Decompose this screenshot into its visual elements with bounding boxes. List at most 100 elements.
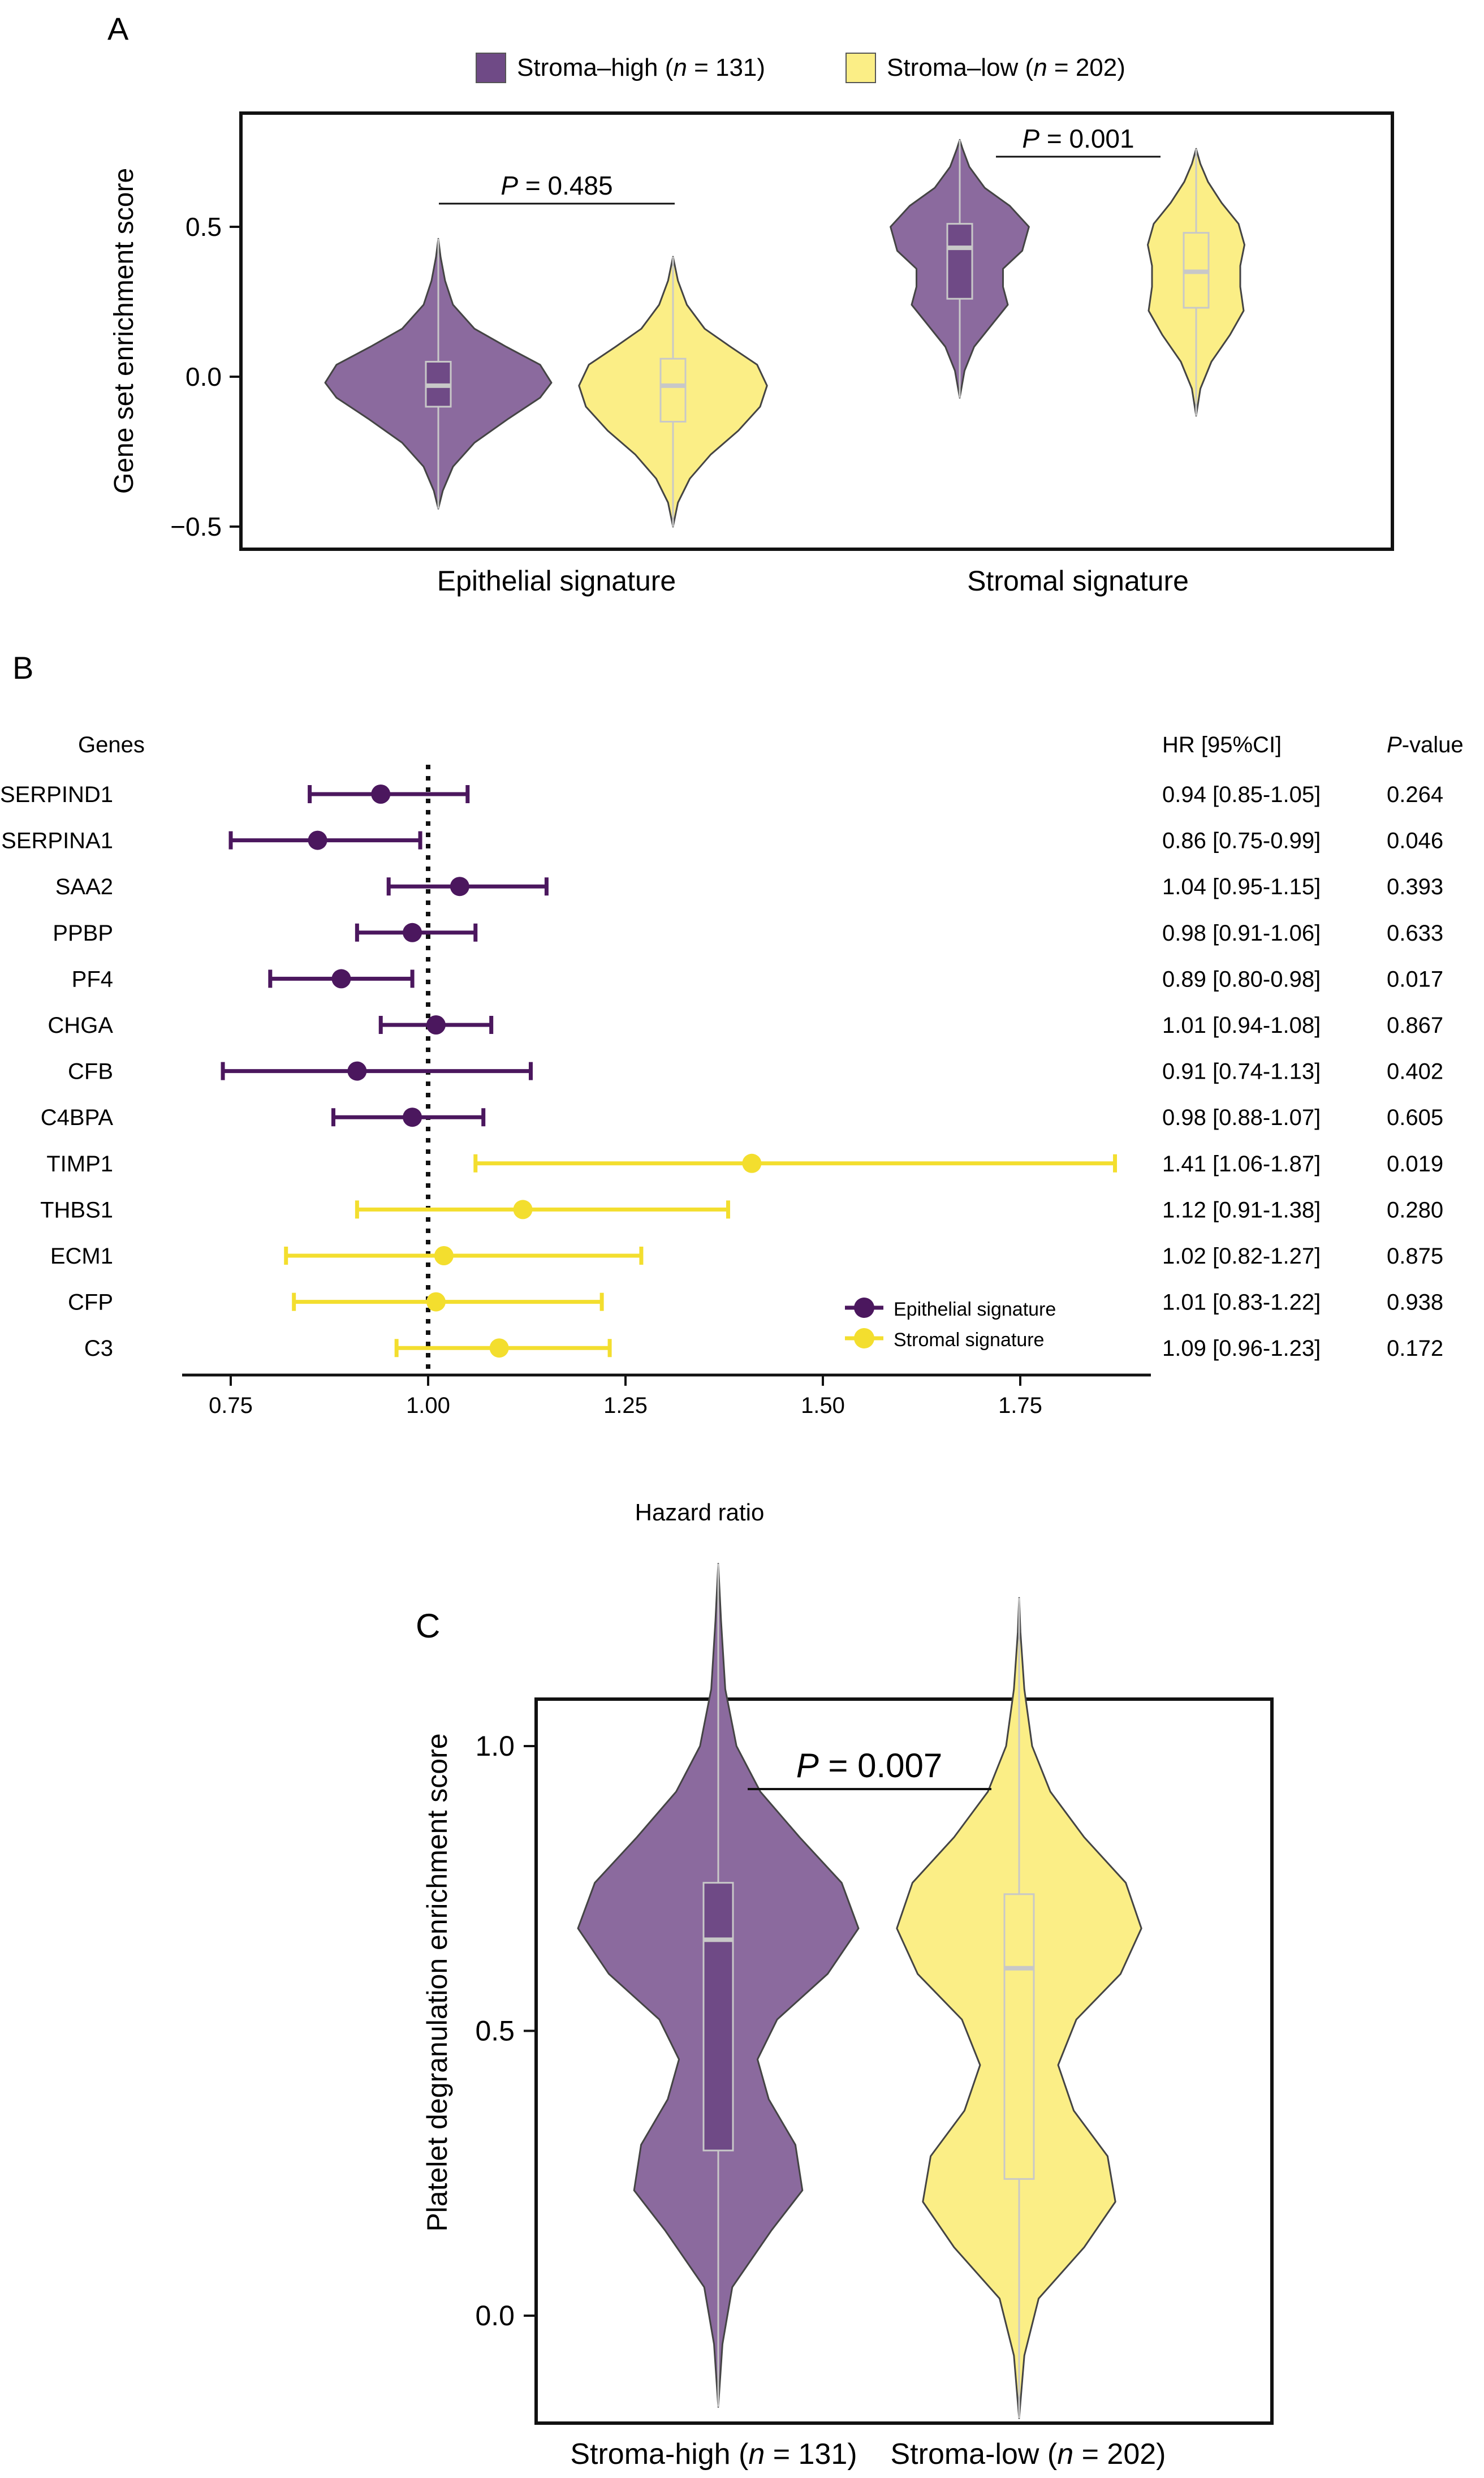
forest-xtick-label: 1.75 xyxy=(998,1393,1042,1418)
forest-point-thbs1 xyxy=(513,1200,533,1219)
forest-hr-ci-text: 1.01 [0.94-1.08] xyxy=(1162,1013,1321,1038)
panel-a-plot-frame xyxy=(239,111,1394,551)
forest-pvalue-text: 0.046 xyxy=(1387,829,1443,854)
panel-c-ytick-label: 1.0 xyxy=(475,1730,515,1762)
forest-pvalue-text: 0.172 xyxy=(1387,1336,1443,1361)
forest-pvalue-text: 0.633 xyxy=(1387,921,1443,946)
forest-point-serpind1 xyxy=(371,785,391,804)
panel-a-high-g1-box xyxy=(946,223,973,300)
panel-a-xtick-stromal: Stromal signature xyxy=(967,565,1189,597)
pvalue-number: = 0.001 xyxy=(1039,124,1134,153)
forest-hr-ci-text: 0.89 [0.80-0.98] xyxy=(1162,967,1321,992)
panel-c-violin-chart: 0.0 0.5 1.0 P = 0.007 Stroma-high (n = 131… xyxy=(421,1563,1274,2471)
legend-swatch-stroma-high xyxy=(476,53,506,83)
panel-b-forest-plot: Genes HR [95%CI] P-value SERPIND1 0.94 [0… xyxy=(0,732,1464,1525)
panel-c-low-box xyxy=(1003,1893,1035,2180)
forest-xtick-label: 1.50 xyxy=(801,1393,845,1418)
panel-a-pvalue-label: P = 0.001 xyxy=(1022,124,1134,153)
panel-c-high-box xyxy=(702,1882,734,2152)
panel-a-low-g0-box xyxy=(659,357,687,423)
forest-gene-label: CFP xyxy=(68,1290,113,1315)
panel-a-ytick-label: 0.0 xyxy=(186,362,222,391)
forest-pvalue-text: 0.264 xyxy=(1387,782,1443,807)
forest-pvalue-text: 0.280 xyxy=(1387,1197,1443,1222)
forest-xtick-label: 0.75 xyxy=(209,1393,253,1418)
forest-hr-ci-text: 0.98 [0.91-1.06] xyxy=(1162,921,1321,946)
forest-point-cfp xyxy=(426,1292,446,1312)
forest-legend: Epithelial signature Stromal signature xyxy=(845,1298,1056,1351)
forest-hr-ci-text: 1.04 [0.95-1.15] xyxy=(1162,874,1321,899)
pvalue-p-symbol: P xyxy=(501,171,518,200)
forest-point-c4bpa xyxy=(403,1107,422,1127)
forest-gene-label: THBS1 xyxy=(40,1197,113,1222)
legend-swatch-stroma-low xyxy=(845,53,876,83)
forest-gene-label: CFB xyxy=(68,1059,113,1084)
forest-point-cfb xyxy=(347,1061,367,1081)
forest-gene-label: C3 xyxy=(84,1336,113,1361)
panel-c-pvalue: P = 0.007 xyxy=(796,1747,943,1785)
panel-a-ytick-label: 0.5 xyxy=(186,212,222,242)
forest-x-axis-label: Hazard ratio xyxy=(635,1499,765,1525)
panel-label-c: C xyxy=(416,1607,440,1645)
legend-label-stroma-high: Stroma–high (n = 131) xyxy=(517,54,765,81)
forest-pvalue-text: 0.867 xyxy=(1387,1013,1443,1038)
forest-point-ecm1 xyxy=(434,1246,454,1265)
forest-legend-dot-stromal xyxy=(854,1328,874,1348)
forest-legend-label-stromal: Stromal signature xyxy=(894,1329,1044,1351)
panel-a-pvalue-label: P = 0.485 xyxy=(501,171,612,200)
forest-gene-label: ECM1 xyxy=(50,1244,113,1269)
forest-gene-label: TIMP1 xyxy=(46,1152,113,1176)
forest-gene-label: SERPIND1 xyxy=(0,782,113,807)
forest-point-pf4 xyxy=(331,969,351,989)
pvalue-number: = 0.485 xyxy=(518,171,613,200)
panel-c-ytick-label: 0.0 xyxy=(475,2300,515,2332)
forest-gene-label: PPBP xyxy=(53,921,113,946)
panel-label-a: A xyxy=(107,11,129,46)
panel-a-ytick-label: −0.5 xyxy=(170,512,222,541)
forest-legend-label-epithelial: Epithelial signature xyxy=(894,1299,1056,1320)
forest-point-serpina1 xyxy=(308,830,327,850)
forest-gene-label: PF4 xyxy=(72,967,113,992)
forest-legend-dot-epithelial xyxy=(854,1298,874,1318)
panel-a-ylabel: Gene set enrichment score xyxy=(109,168,139,494)
panel-c-xtick-stroma-low: Stroma-low (n = 202) xyxy=(891,2438,1166,2471)
forest-point-saa2 xyxy=(450,877,469,897)
panel-c-xtick-stroma-high: Stroma-high (n = 131) xyxy=(570,2438,857,2471)
forest-xtick-label: 1.00 xyxy=(406,1393,450,1418)
forest-pvalue-text: 0.605 xyxy=(1387,1105,1443,1130)
forest-gene-label: SAA2 xyxy=(55,874,113,899)
forest-hr-ci-text: 1.01 [0.83-1.22] xyxy=(1162,1290,1321,1315)
panel-c-ytick-label: 0.5 xyxy=(475,2015,515,2047)
forest-pvalue-text: 0.017 xyxy=(1387,967,1443,992)
forest-gene-label: SERPINA1 xyxy=(1,829,113,854)
forest-hr-ci-text: 1.12 [0.91-1.38] xyxy=(1162,1197,1321,1222)
forest-hr-ci-text: 0.98 [0.88-1.07] xyxy=(1162,1105,1321,1130)
forest-header-genes: Genes xyxy=(78,732,145,757)
forest-header-hr: HR [95%CI] xyxy=(1162,732,1282,757)
panel-c-ylabel: Platelet degranulation enrichment score xyxy=(421,1733,453,2231)
forest-pvalue-text: 0.019 xyxy=(1387,1152,1443,1176)
forest-hr-ci-text: 0.91 [0.74-1.13] xyxy=(1162,1059,1321,1084)
forest-pvalue-text: 0.875 xyxy=(1387,1244,1443,1269)
forest-point-ppbp xyxy=(403,923,422,942)
forest-hr-ci-text: 0.86 [0.75-0.99] xyxy=(1162,829,1321,854)
forest-hr-ci-text: 1.09 [0.96-1.23] xyxy=(1162,1336,1321,1361)
forest-hr-ci-text: 0.94 [0.85-1.05] xyxy=(1162,782,1321,807)
forest-gene-label: CHGA xyxy=(48,1013,113,1038)
forest-xtick-label: 1.25 xyxy=(603,1393,648,1418)
legend-label-stroma-low: Stroma–low (n = 202) xyxy=(887,54,1125,81)
panel-a-legend: Stroma–high (n = 131) Stroma–low (n = 20… xyxy=(476,53,1125,83)
forest-hr-ci-text: 1.02 [0.82-1.27] xyxy=(1162,1244,1321,1269)
forest-hr-ci-text: 1.41 [1.06-1.87] xyxy=(1162,1152,1321,1176)
panel-a-xtick-epithelial: Epithelial signature xyxy=(437,565,676,597)
forest-pvalue-text: 0.393 xyxy=(1387,874,1443,899)
panel-c-plot-frame xyxy=(534,1697,1274,2425)
forest-pvalue-text: 0.402 xyxy=(1387,1059,1443,1084)
pvalue-p-symbol: P xyxy=(1022,124,1039,153)
forest-header-pvalue: P-value xyxy=(1387,732,1464,757)
forest-point-timp1 xyxy=(742,1153,762,1173)
forest-pvalue-text: 0.938 xyxy=(1387,1290,1443,1315)
panel-label-b: B xyxy=(12,650,33,686)
forest-point-chga xyxy=(426,1015,446,1035)
